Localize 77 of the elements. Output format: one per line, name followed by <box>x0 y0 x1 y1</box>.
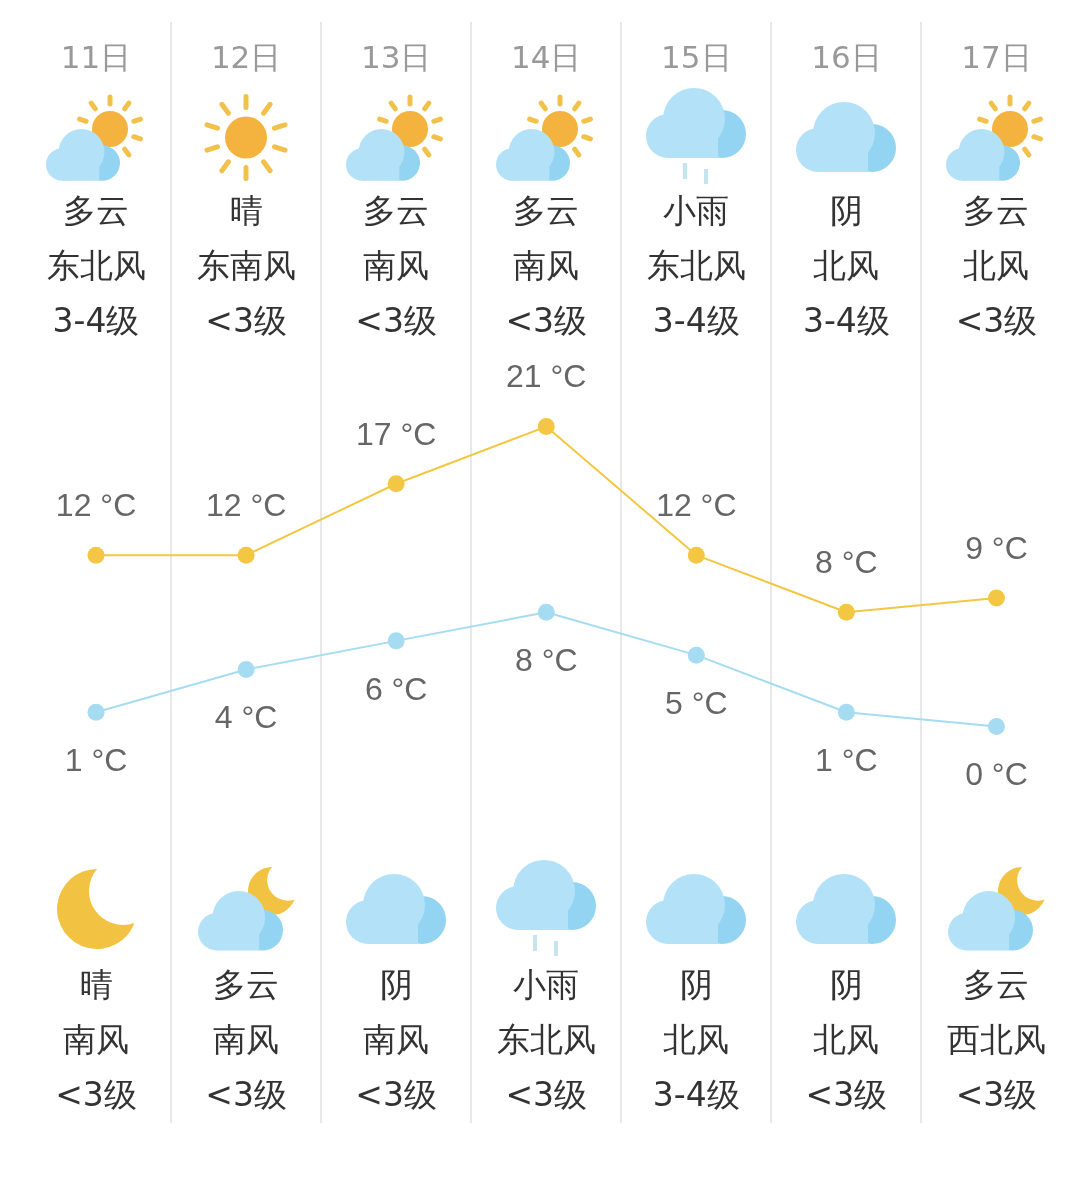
point <box>237 660 255 678</box>
point <box>837 703 855 721</box>
text: 东北风 <box>646 245 746 285</box>
text: 3-4级 <box>652 300 740 340</box>
point <box>837 603 855 621</box>
data-label: 8 °C <box>514 642 578 679</box>
data-label: 1 °C <box>815 742 878 779</box>
text: <3级 <box>505 300 588 340</box>
text: 多云 <box>363 190 430 230</box>
text: 晴 <box>229 190 263 230</box>
point <box>537 418 555 436</box>
data-label: 12 °C <box>205 486 287 523</box>
text: 阴 <box>829 964 863 1004</box>
text: 3-4级 <box>652 1074 740 1114</box>
text: <3级 <box>355 300 438 340</box>
x-tick-label: 17日 <box>961 39 1032 76</box>
text: 多云 <box>63 190 130 230</box>
point <box>387 475 405 493</box>
text: 北风 <box>813 245 880 285</box>
text: 北风 <box>663 1019 730 1059</box>
text: <3级 <box>55 1074 137 1114</box>
text: 小雨 <box>663 190 730 230</box>
data-label: 12 °C <box>656 486 737 523</box>
data-label: 17 °C <box>355 415 437 452</box>
text: 多云 <box>963 190 1030 230</box>
data-label: 4 °C <box>214 699 278 736</box>
text: 北风 <box>963 245 1030 285</box>
text: 小雨 <box>513 964 580 1004</box>
data-label: 5 °C <box>665 684 728 721</box>
x-tick-label: 15日 <box>661 39 732 76</box>
text: 阴 <box>829 190 863 230</box>
x-tick-label: 11日 <box>60 39 132 76</box>
data-label: 1 °C <box>64 742 128 779</box>
text: 多云 <box>963 964 1030 1004</box>
text: 3-4级 <box>802 300 890 340</box>
text: 南风 <box>363 245 430 285</box>
x-tick-label: 12日 <box>210 39 282 76</box>
text: <3级 <box>205 1074 287 1114</box>
point <box>987 718 1005 736</box>
text: 南风 <box>363 1019 430 1059</box>
text: 晴 <box>79 964 113 1004</box>
point <box>687 646 705 664</box>
point <box>87 703 105 721</box>
point <box>987 589 1005 607</box>
text: 3-4级 <box>52 300 140 340</box>
text: <3级 <box>955 300 1038 340</box>
text: <3级 <box>355 1074 438 1114</box>
data-label: 8 °C <box>815 544 878 581</box>
point <box>387 632 405 650</box>
text: 南风 <box>63 1019 130 1059</box>
text: <3级 <box>955 1074 1038 1114</box>
text: <3级 <box>805 1074 888 1114</box>
text: 多云 <box>513 190 580 230</box>
data-label: 9 °C <box>965 529 1028 566</box>
text: 阴 <box>679 964 713 1004</box>
x-tick-label: 13日 <box>360 39 432 76</box>
text: 多云 <box>213 964 280 1004</box>
text: 西北风 <box>946 1019 1046 1059</box>
text: 东南风 <box>196 245 296 285</box>
data-label: 0 °C <box>965 756 1028 793</box>
text: 东北风 <box>46 245 146 285</box>
data-label: 21 °C <box>506 358 587 395</box>
data-label: 6 °C <box>364 670 428 707</box>
text: 北风 <box>813 1019 880 1059</box>
text: 南风 <box>213 1019 280 1059</box>
text: 南风 <box>513 245 580 285</box>
point <box>237 546 255 564</box>
text: 东北风 <box>496 1019 596 1059</box>
text: <3级 <box>205 300 287 340</box>
x-tick-label: 16日 <box>811 39 882 76</box>
text: <3级 <box>505 1074 588 1114</box>
point <box>537 603 555 621</box>
x-tick-label: 14日 <box>511 39 582 76</box>
text: 阴 <box>379 964 413 1004</box>
point <box>687 546 705 564</box>
data-label: 12 °C <box>55 486 137 523</box>
point <box>87 546 105 564</box>
